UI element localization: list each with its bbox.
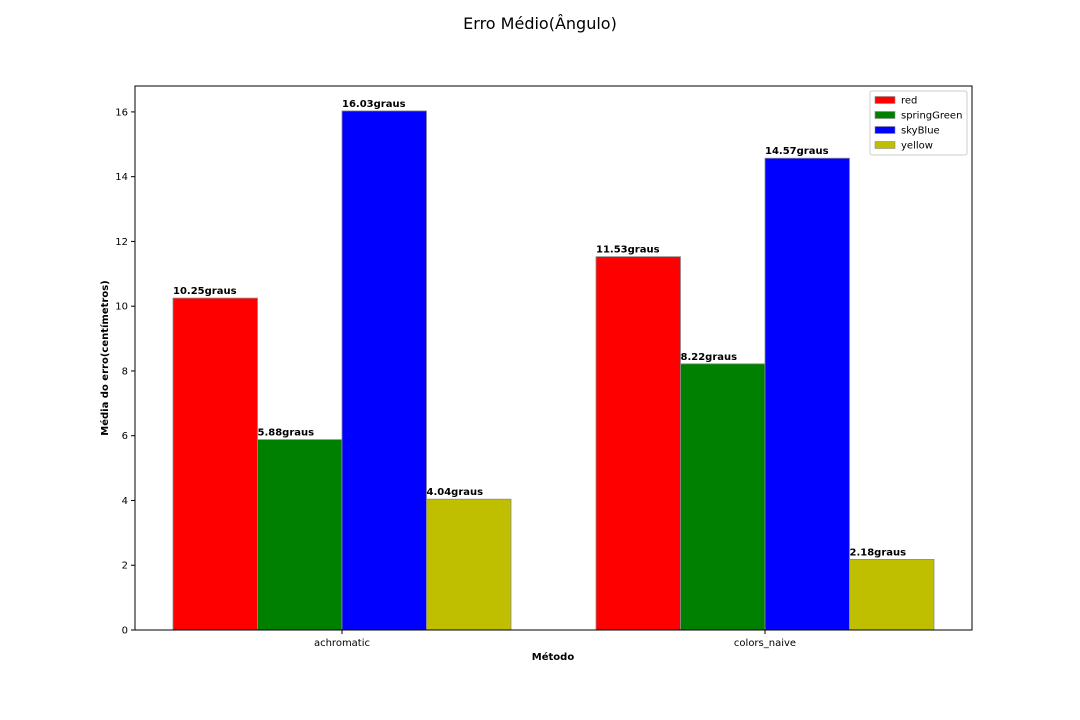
legend-box [869, 90, 968, 156]
y-tick-label: 12 [115, 237, 128, 248]
legend-swatch-yellow [874, 141, 896, 149]
bar-red-colors_naive [595, 256, 681, 631]
legend-swatch-red [874, 96, 896, 104]
y-tick-label: 4 [122, 496, 128, 507]
bar-skyBlue-achromatic [341, 110, 427, 631]
bar-springGreen-colors_naive [680, 363, 766, 631]
legend-swatch-springGreen [874, 111, 896, 119]
y-tick-label: 14 [115, 172, 128, 183]
y-tick-label: 8 [122, 366, 128, 377]
bar-yellow-achromatic [426, 498, 512, 631]
legend: red springGreen skyBlue yellow [869, 90, 968, 156]
data-label-skyBlue-colors_naive: 14.57graus [765, 146, 829, 157]
data-label-skyBlue-achromatic: 16.03graus [342, 99, 406, 110]
bar-red-achromatic [172, 297, 258, 631]
legend-label-red: red [901, 96, 917, 107]
y-axis: 0 2 4 6 8 10 12 14 16 [115, 107, 135, 637]
plot-frame [134, 85, 973, 631]
data-label-red-colors_naive: 11.53graus [596, 245, 660, 256]
data-label-red-achromatic: 10.25graus [173, 286, 237, 297]
legend-label-springGreen: springGreen [901, 111, 962, 122]
legend-label-skyBlue: skyBlue [901, 126, 940, 137]
x-tick-label-achromatic: achromatic [314, 638, 370, 649]
y-tick-label: 16 [115, 107, 128, 118]
y-tick-label: 2 [122, 561, 128, 572]
y-axis-title: Média do erro(centímetros) [99, 280, 111, 436]
bar-yellow-colors_naive [849, 559, 935, 631]
bar-skyBlue-colors_naive [764, 157, 850, 631]
bar-springGreen-achromatic [257, 439, 343, 631]
x-axis-title: Método [532, 651, 575, 663]
y-tick-label: 0 [122, 626, 128, 637]
y-tick-label: 6 [122, 431, 128, 442]
x-axis: achromatic colors_naive [314, 630, 796, 649]
x-tick-label-colors_naive: colors_naive [734, 638, 796, 649]
chart-title: Erro Médio(Ângulo) [463, 14, 617, 33]
data-label-yellow-colors_naive: 2.18graus [850, 547, 907, 558]
data-label-springGreen-achromatic: 5.88graus [258, 428, 315, 439]
plot-area: 10.25graus 5.88graus 16.03graus 4.04graus 11… [172, 99, 935, 631]
y-tick-label: 10 [115, 302, 128, 313]
data-label-springGreen-colors_naive: 8.22graus [681, 352, 738, 363]
legend-label-yellow: yellow [901, 141, 933, 152]
data-label-yellow-achromatic: 4.04graus [427, 487, 484, 498]
legend-swatch-skyBlue [874, 126, 896, 134]
